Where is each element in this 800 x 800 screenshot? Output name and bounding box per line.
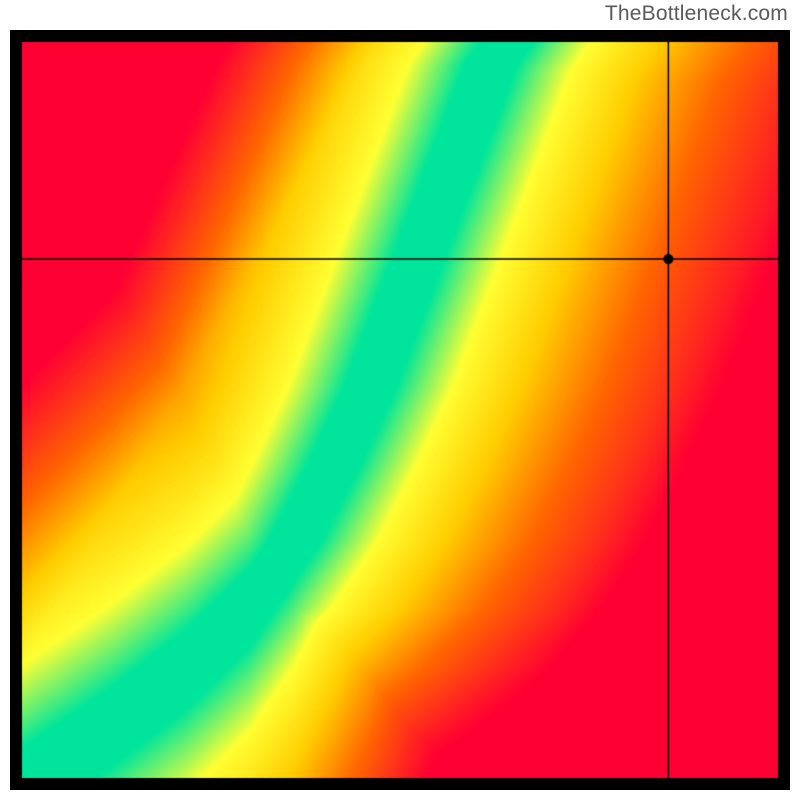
bottleneck-heatmap <box>10 30 790 790</box>
heatmap-canvas <box>10 30 790 790</box>
watermark-text: TheBottleneck.com <box>605 2 788 26</box>
